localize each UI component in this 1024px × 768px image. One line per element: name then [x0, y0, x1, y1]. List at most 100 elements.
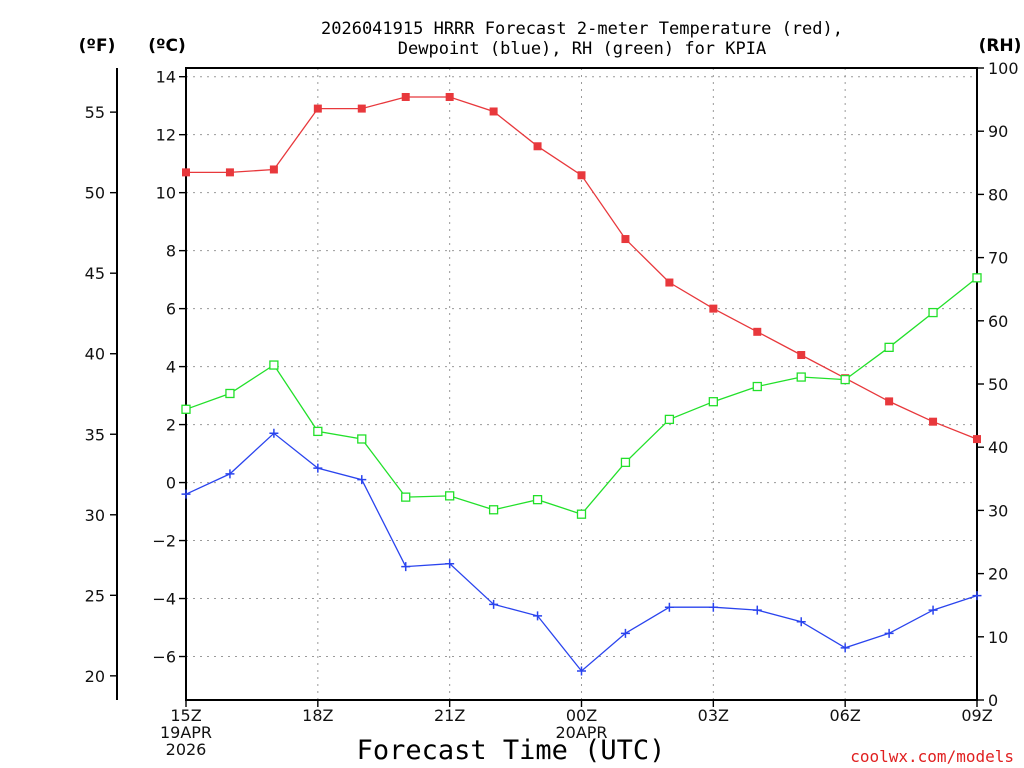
relative-humidity-point — [181, 404, 191, 414]
dewpoint-point — [972, 591, 982, 601]
x-tick-label: 21Z — [434, 706, 465, 725]
celsius-tick-label: 4 — [166, 358, 176, 377]
fahrenheit-tick-label: 30 — [85, 506, 105, 525]
rh-tick-label: 60 — [988, 312, 1008, 331]
rh-tick-label: 0 — [988, 691, 998, 710]
celsius-tick-label: −6 — [152, 648, 176, 667]
dewpoint-point — [884, 628, 894, 638]
celsius-tick-label: −4 — [152, 590, 176, 609]
2-meter-temperature-point — [533, 142, 542, 151]
2-meter-temperature-point — [665, 278, 674, 287]
relative-humidity-point — [225, 388, 235, 399]
celsius-tick-label: 10 — [156, 184, 176, 203]
relative-humidity-point — [928, 307, 938, 318]
rh-tick-label: 30 — [988, 501, 1008, 520]
2-meter-temperature-point — [621, 235, 630, 244]
dewpoint-point — [708, 602, 718, 612]
celsius-tick-label: 8 — [166, 242, 176, 261]
relative-humidity-point — [357, 434, 367, 444]
relative-humidity-point — [620, 457, 631, 468]
relative-humidity-point — [708, 397, 718, 407]
dewpoint-point — [796, 617, 806, 627]
relative-humidity-point — [840, 374, 850, 385]
dewpoint-point — [401, 562, 411, 572]
celsius-unit-label: (ºC) — [148, 36, 186, 56]
2-meter-temperature-point — [313, 104, 322, 113]
relative-humidity-point — [972, 273, 982, 283]
chart-title-line-1: 2026041915 HRRR Forecast 2-meter Tempera… — [321, 19, 843, 39]
celsius-tick-label: 14 — [156, 68, 176, 87]
dewpoint-point — [225, 469, 235, 479]
x-tick-label: 15Z — [170, 706, 201, 725]
dewpoint-point — [489, 599, 499, 609]
rh-tick-label: 50 — [988, 375, 1008, 394]
rh-tick-label: 20 — [988, 565, 1008, 584]
2-meter-temperature-point — [225, 168, 234, 177]
dewpoint-point — [445, 559, 455, 569]
chart-title-line-2: Dewpoint (blue), RH (green) for KPIA — [398, 39, 766, 59]
2-meter-temperature-point — [182, 168, 190, 177]
x-tick-label: 19APR — [160, 723, 212, 742]
fahrenheit-tick-label: 25 — [85, 586, 105, 605]
2-meter-temperature-point — [357, 104, 366, 113]
dewpoint-point — [840, 643, 850, 653]
rh-tick-label: 80 — [988, 185, 1008, 204]
x-tick-label: 03Z — [698, 706, 729, 725]
dewpoint-point — [664, 602, 674, 612]
dewpoint-point — [620, 628, 630, 638]
relative-humidity-point — [752, 381, 762, 392]
relative-humidity-point — [313, 426, 323, 437]
x-axis-label: Forecast Time (UTC) — [357, 735, 666, 766]
celsius-tick-label: 6 — [166, 300, 176, 319]
2-meter-temperature-point — [885, 397, 894, 406]
2-meter-temperature-point — [445, 92, 454, 101]
2-meter-temperature-point — [577, 171, 586, 180]
credit-label: coolwx.com/models — [850, 747, 1014, 766]
fahrenheit-tick-label: 35 — [85, 425, 105, 444]
rh-tick-label: 10 — [988, 628, 1008, 647]
relative-humidity-point — [884, 342, 894, 352]
relative-humidity-point — [796, 372, 806, 382]
2-meter-temperature-point — [753, 327, 762, 336]
data-series — [181, 92, 982, 676]
rh-unit-label: (RH) — [979, 36, 1022, 56]
dewpoint-point — [357, 475, 367, 485]
celsius-tick-label: 0 — [166, 474, 176, 493]
x-tick-label: 00Z — [566, 706, 597, 725]
dewpoint-series — [181, 428, 982, 676]
rh-tick-label: 100 — [988, 59, 1019, 78]
fahrenheit-tick-label: 40 — [85, 345, 105, 364]
fahrenheit-unit-label: (ºF) — [79, 36, 116, 56]
celsius-tick-label: −2 — [152, 532, 176, 551]
dewpoint-point — [269, 428, 279, 438]
2-meter-temperature-point — [709, 304, 718, 313]
2-meter-temperature-point — [797, 351, 806, 360]
relative-humidity-series — [181, 273, 982, 519]
relative-humidity-point — [664, 414, 675, 425]
dewpoint-point — [181, 489, 191, 499]
relative-humidity-point — [576, 509, 587, 519]
2-meter-temperature-point — [489, 107, 498, 116]
2-meter-temperature-point — [401, 92, 410, 101]
dewpoint-point — [533, 611, 543, 621]
relative-humidity-point — [401, 492, 411, 502]
fahrenheit-tick-label: 20 — [85, 667, 105, 686]
x-tick-label: 06Z — [830, 706, 861, 725]
relative-humidity-point — [488, 505, 499, 515]
celsius-tick-label: 2 — [166, 416, 176, 435]
rh-tick-label: 40 — [988, 438, 1008, 457]
celsius-tick-label: 12 — [156, 126, 176, 145]
rh-tick-label: 70 — [988, 249, 1008, 268]
rh-tick-label: 90 — [988, 122, 1008, 141]
dewpoint-point — [752, 605, 762, 615]
2-meter-temperature-point — [929, 417, 938, 426]
dewpoint-point — [313, 463, 323, 473]
dewpoint-point — [577, 666, 586, 676]
relative-humidity-point — [532, 495, 543, 505]
2-meter-temperature-point — [973, 435, 981, 444]
fahrenheit-tick-label: 55 — [85, 103, 105, 122]
2-meter-temperature-point — [269, 165, 278, 174]
fahrenheit-tick-label: 50 — [85, 184, 105, 203]
relative-humidity-point — [445, 491, 455, 501]
